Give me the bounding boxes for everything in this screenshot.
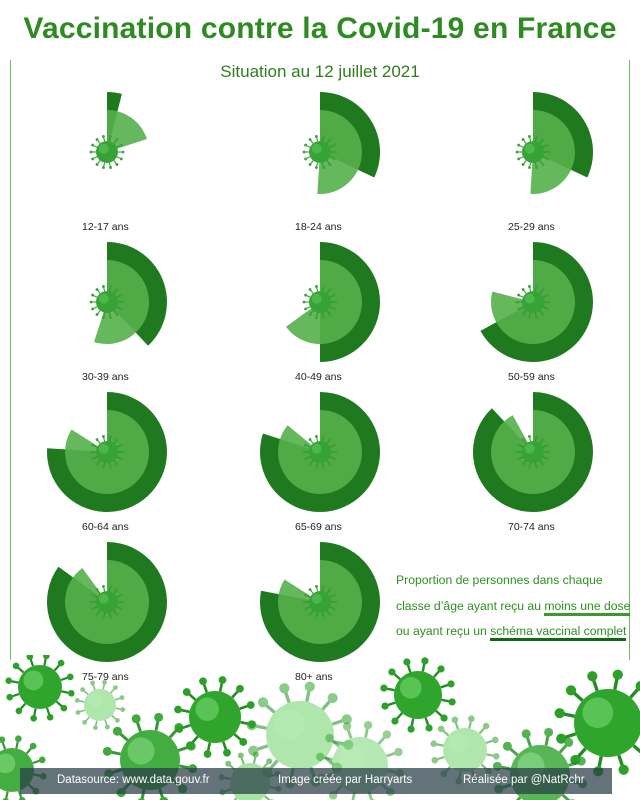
- chart-group-70-74-ans: 70-74 ans: [473, 392, 594, 533]
- legend-line-2: classe d’âge ayant reçu au moins une dos…: [396, 594, 631, 620]
- virus-icon: [74, 679, 126, 731]
- virus-icon: [302, 135, 338, 169]
- age-group-label: 40-49 ans: [295, 371, 342, 383]
- footer-bar: Datasource: www.data.gouv.fr Image créée…: [20, 768, 612, 794]
- legend-line-1: Proportion de personnes dans chaque: [396, 573, 603, 587]
- virus-icon: [302, 285, 338, 319]
- chart-group-65-69-ans: 65-69 ans: [260, 392, 381, 533]
- virus-icon: [515, 435, 551, 469]
- one-dose-sector: [317, 110, 362, 194]
- chart-group-75-79-ans: 75-79 ans: [46, 542, 167, 683]
- virus-icon: [89, 435, 125, 469]
- right-frame-line: [629, 60, 630, 660]
- virus-icon: [302, 585, 338, 619]
- virus-icon: [5, 655, 75, 722]
- legend-complete-label: schéma vaccinal complet: [490, 624, 627, 641]
- page-title: Vaccination contre la Covid-19 en France: [23, 12, 617, 45]
- virus-icon: [380, 657, 456, 733]
- legend-line-3-prefix: ou ayant reçu un: [396, 624, 491, 638]
- age-group-label: 12-17 ans: [82, 221, 129, 233]
- legend-line-3: ou ayant reçu un schéma vaccinal complet: [396, 619, 627, 645]
- one-dose-sector: [530, 110, 575, 194]
- virus-icon: [89, 135, 125, 169]
- age-group-label: 60-64 ans: [82, 521, 129, 533]
- chart-group-80-ans: 80+ ans: [259, 542, 380, 683]
- chart-group-12-17-ans: 12-17 ans: [82, 92, 147, 233]
- chart-group-18-24-ans: 18-24 ans: [295, 92, 381, 233]
- virus-icon: [554, 669, 640, 777]
- chart-group-25-29-ans: 25-29 ans: [508, 92, 594, 233]
- age-group-label: 18-24 ans: [295, 221, 342, 233]
- age-group-label: 25-29 ans: [508, 221, 555, 233]
- legend: Proportion de personnes dans chaque clas…: [396, 568, 631, 645]
- page-subtitle: Situation au 12 juillet 2021: [220, 62, 420, 81]
- chart-group-50-59-ans: 50-59 ans: [480, 242, 593, 383]
- footer-author: Réalisée par @NatRchr: [463, 774, 585, 786]
- virus-icon: [515, 135, 551, 169]
- footer-image-credit: Image créée par Harryarts: [278, 774, 413, 786]
- chart-group-60-64-ans: 60-64 ans: [47, 392, 168, 533]
- age-group-label: 80+ ans: [295, 671, 333, 683]
- age-group-label: 50-59 ans: [508, 371, 555, 383]
- virus-icon: [515, 285, 551, 319]
- age-group-label: 70-74 ans: [508, 521, 555, 533]
- age-group-label: 65-69 ans: [295, 521, 342, 533]
- legend-one-dose-label: moins une dose: [544, 598, 631, 616]
- chart-group-40-49-ans: 40-49 ans: [286, 242, 380, 383]
- left-frame-line: [10, 60, 11, 660]
- legend-line-2-prefix: classe d’âge ayant reçu au: [396, 598, 545, 613]
- virus-icon: [89, 585, 125, 619]
- chart-group-30-39-ans: 30-39 ans: [82, 242, 167, 383]
- virus-icon: [89, 285, 125, 319]
- virus-icon: [302, 435, 338, 469]
- age-group-label: 30-39 ans: [82, 371, 129, 383]
- age-group-label: 75-79 ans: [82, 671, 129, 683]
- one-dose-sector: [107, 110, 147, 152]
- virus-icon: [174, 676, 256, 758]
- footer-source: Datasource: www.data.gouv.fr: [57, 774, 210, 786]
